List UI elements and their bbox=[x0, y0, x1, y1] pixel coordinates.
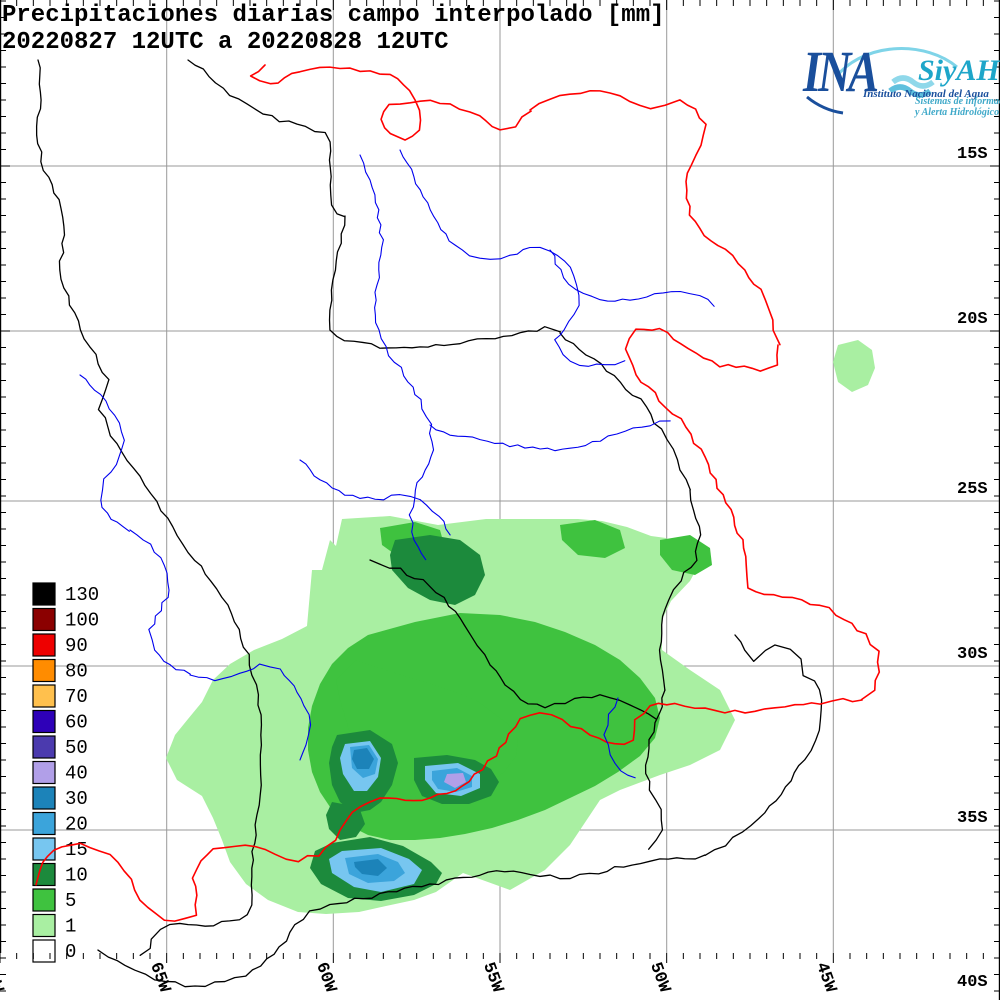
svg-text:70: 70 bbox=[65, 686, 88, 708]
svg-text:0: 0 bbox=[65, 941, 76, 963]
svg-text:50: 50 bbox=[65, 737, 88, 759]
svg-text:100: 100 bbox=[65, 610, 99, 632]
svg-text:40: 40 bbox=[65, 763, 88, 785]
svg-text:1: 1 bbox=[65, 916, 76, 938]
svg-text:80: 80 bbox=[65, 661, 88, 683]
svg-text:60: 60 bbox=[65, 712, 88, 734]
svg-text:90: 90 bbox=[65, 635, 88, 657]
svg-text:20: 20 bbox=[65, 814, 88, 836]
svg-text:5: 5 bbox=[65, 890, 76, 912]
svg-text:15: 15 bbox=[65, 839, 88, 861]
svg-text:10: 10 bbox=[65, 865, 88, 887]
svg-text:30: 30 bbox=[65, 788, 88, 810]
svg-text:130: 130 bbox=[65, 584, 99, 606]
